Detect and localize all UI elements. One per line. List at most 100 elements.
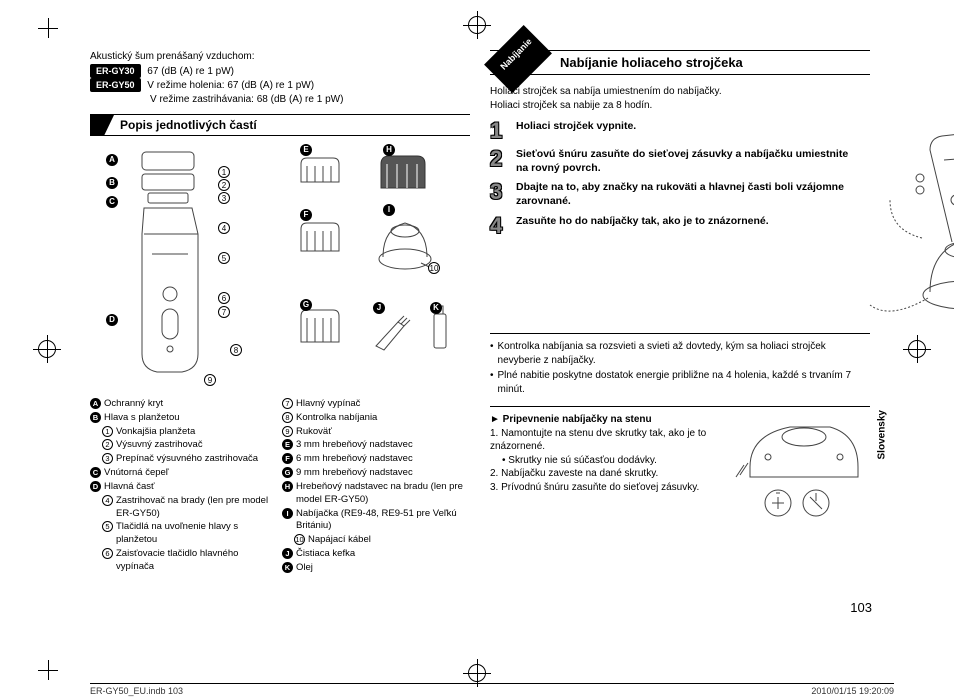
legend-row: KOlej: [282, 562, 470, 575]
legend-text: Čistiaca kefka: [296, 548, 355, 561]
legend-key: B: [90, 412, 101, 423]
comb-h-illustration: [375, 150, 431, 194]
label-f: F: [300, 209, 312, 221]
legend-text: Vonkajšia planžeta: [116, 426, 195, 439]
legend-text: Výsuvný zastrihovač: [116, 439, 203, 452]
registration-mark: [468, 16, 486, 34]
label-4: 4: [218, 222, 230, 234]
legend-text: Ochranný kryt: [104, 398, 163, 411]
step-text: Holiaci strojček vypnite.: [516, 120, 636, 142]
charging-steps-block: 1 Holiaci strojček vypnite. 2Sieťovú šnúru…: [490, 120, 870, 323]
acoustic-noise-block: Akustický šum prenášaný vzduchom: ER-GY3…: [90, 50, 470, 106]
charging-intro: Holiaci strojček sa nabíja umiestnením d…: [490, 85, 870, 112]
legend-key: 3: [102, 453, 113, 464]
label-10: 10: [428, 262, 440, 274]
legend-text: Tlačidlá na uvoľnenie hlavy s planžetou: [116, 521, 278, 547]
footer-timestamp: 2010/01/15 19:20:09: [811, 686, 894, 696]
charging-steps: 1 Holiaci strojček vypnite. 2Sieťovú šnúru…: [490, 120, 850, 323]
wall-line: 3. Prívodnú šnúru zasuňte do sieťovej zá…: [490, 481, 720, 495]
charging-step: 2Sieťovú šnúru zasuňte do sieťovej zásuv…: [490, 148, 850, 175]
legend-key: 9: [282, 426, 293, 437]
legend-row: 8Kontrolka nabíjania: [282, 412, 470, 425]
wall-mount-text: ► Pripevnenie nabíjačky na stenu 1. Namo…: [490, 413, 720, 526]
crop-mark: [38, 660, 58, 680]
legend-key: I: [282, 508, 293, 519]
label-7: 7: [218, 306, 230, 318]
legend-row: 6Zaisťovacie tlačidlo hlavného vypínača: [102, 548, 278, 574]
label-e: E: [300, 144, 312, 156]
registration-mark: [38, 340, 56, 358]
label-k: K: [430, 302, 442, 314]
legend-row: HHrebeňový nadstavec na bradu (len pre m…: [282, 481, 470, 507]
model-tag-gy50: ER-GY50: [90, 78, 141, 92]
label-a: A: [106, 154, 118, 166]
charging-heading: Nabíjanie holiaceho strojčeka: [490, 50, 870, 75]
page-body: Akustický šum prenášaný vzduchom: ER-GY3…: [90, 50, 880, 645]
legend-text: Nabíjačka (RE9-48, RE9-51 pre Veľkú Brit…: [296, 508, 470, 534]
language-side-label: Slovensky: [876, 410, 887, 459]
legend-key: F: [282, 453, 293, 464]
legend-text: Hlavná časť: [104, 481, 155, 494]
registration-mark: [908, 340, 926, 358]
legend-text: 6 mm hrebeňový nadstavec: [296, 453, 413, 466]
legend-key: 10: [294, 534, 305, 545]
step-text: Sieťovú šnúru zasuňte do sieťovej zásuvk…: [516, 148, 850, 175]
page-number: 103: [850, 600, 872, 615]
legend-row: AOchranný kryt: [90, 398, 278, 411]
footer-filename: ER-GY50_EU.indb 103: [90, 686, 183, 696]
wall-line: 2. Nabíjačku zaveste na dané skrutky.: [490, 467, 720, 481]
crop-mark: [38, 18, 58, 38]
legend-key: 4: [102, 495, 113, 506]
print-footer: ER-GY50_EU.indb 103 2010/01/15 19:20:09: [90, 683, 894, 696]
label-h: H: [383, 144, 395, 156]
legend-text: Olej: [296, 562, 313, 575]
legend-row: JČistiaca kefka: [282, 548, 470, 561]
legend-key: 7: [282, 398, 293, 409]
charging-intro-1: Holiaci strojček sa nabíja umiestnením d…: [490, 85, 870, 99]
legend-row: BHlava s planžetou: [90, 412, 278, 425]
legend-text: Zaisťovacie tlačidlo hlavného vypínača: [116, 548, 278, 574]
device-illustration: [102, 144, 262, 394]
charging-step: 4Zasuňte ho do nabíjačky tak, ako je to …: [490, 215, 850, 237]
label-g: G: [300, 299, 312, 311]
legend-row: 3Prepínač výsuvného zastrihovača: [102, 453, 278, 466]
legend-key: G: [282, 467, 293, 478]
bullet-row: •Kontrolka nabíjania sa rozsvieti a svie…: [490, 340, 870, 367]
label-9: 9: [204, 374, 216, 386]
charging-bullets: •Kontrolka nabíjania sa rozsvieti a svie…: [490, 340, 870, 396]
bullet-row: •Plné nabitie poskytne dostatok energie …: [490, 369, 870, 396]
legend-text: Rukoväť: [296, 426, 332, 439]
label-2: 2: [218, 179, 230, 191]
legend-row: DHlavná časť: [90, 481, 278, 494]
step-number: 1: [490, 120, 510, 142]
legend-row: 4Zastrihovač na brady (len pre model ER-…: [102, 495, 278, 521]
label-d: D: [106, 314, 118, 326]
label-6: 6: [218, 292, 230, 304]
wall-mount-section: ► Pripevnenie nabíjačky na stenu 1. Namo…: [490, 413, 870, 526]
label-5: 5: [218, 252, 230, 264]
step-text: Zasuňte ho do nabíjačky tak, ako je to z…: [516, 215, 769, 237]
legend-row: G9 mm hrebeňový nadstavec: [282, 467, 470, 480]
legend-row: INabíjačka (RE9-48, RE9-51 pre Veľkú Bri…: [282, 508, 470, 534]
left-column: Akustický šum prenášaný vzduchom: ER-GY3…: [90, 50, 470, 645]
charging-step: 3Dbajte na to, aby značky na rukoväti a …: [490, 181, 850, 208]
legend-text: Prepínač výsuvného zastrihovača: [116, 453, 258, 466]
noise-gy30-value: 67 (dB (A) re 1 pW): [147, 66, 234, 77]
label-c: C: [106, 196, 118, 208]
label-j: J: [373, 302, 385, 314]
step-text: Dbajte na to, aby značky na rukoväti a h…: [516, 181, 850, 208]
right-column: Nabíjanie holiaceho strojčeka Holiaci st…: [490, 50, 870, 645]
legend-text: Hlavný vypínač: [296, 398, 360, 411]
legend-text: Kontrolka nabíjania: [296, 412, 377, 425]
charging-illustration: 3 4: [860, 120, 954, 323]
charging-intro-2: Holiaci strojček sa nabije za 8 hodín.: [490, 99, 870, 113]
legend-key: 2: [102, 439, 113, 450]
legend-key: J: [282, 548, 293, 559]
legend-row: 7Hlavný vypínač: [282, 398, 470, 411]
parts-diagram: A B C D E F G H I J K 1 2 3 4 5 6 7 8 9 …: [90, 144, 470, 394]
legend-text: Napájací kábel: [308, 534, 371, 547]
wall-line: 1. Namontujte na stenu dve skrutky tak, …: [490, 427, 720, 454]
legend-key: D: [90, 481, 101, 492]
noise-gy50-value2: V režime zastrihávania: 68 (dB (A) re 1 …: [90, 93, 470, 107]
legend-text: 3 mm hrebeňový nadstavec: [296, 439, 413, 452]
